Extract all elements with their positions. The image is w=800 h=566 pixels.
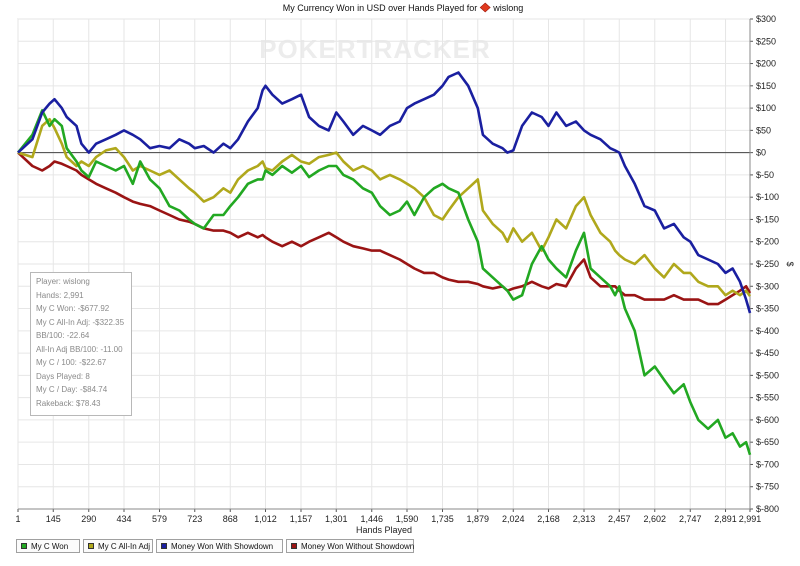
legend-item[interactable]: Money Won Without Showdown [286,539,414,553]
x-tick-label: 1 [15,514,20,524]
watermark: POKERTRACKER [259,34,491,64]
y-tick-label: $-500 [756,370,779,380]
y-tick-label: $-550 [756,393,779,403]
x-tick-label: 1,012 [254,514,277,524]
y-tick-label: $-800 [756,504,779,514]
y-tick-label: $-450 [756,348,779,358]
stat-line: All-In Adj BB/100: -11.00 [36,344,123,354]
y-tick-label: $100 [756,103,776,113]
y-tick-label: $0 [756,148,766,158]
y-tick-label: $250 [756,36,776,46]
legend-swatch [291,543,297,549]
y-tick-label: $-700 [756,459,779,469]
y-tick-label: $-100 [756,192,779,202]
x-tick-label: 434 [116,514,131,524]
x-tick-label: 2,313 [573,514,596,524]
y-tick-label: $-150 [756,214,779,224]
y-tick-label: $-400 [756,326,779,336]
x-tick-label: 145 [46,514,61,524]
y-tick-label: $-600 [756,415,779,425]
x-tick-label: 1,735 [431,514,454,524]
legend-swatch [21,543,27,549]
x-tick-label: 2,747 [679,514,702,524]
y-tick-label: $-250 [756,259,779,269]
legend-swatch [88,543,94,549]
x-tick-label: 290 [81,514,96,524]
legend-item[interactable]: Money Won With Showdown [156,539,283,553]
x-tick-label: 2,602 [644,514,667,524]
y-axis-label: $ [785,261,795,266]
series-line-my-c-won [16,109,752,456]
x-tick-label: 2,891 [714,514,737,524]
stat-line: Days Played: 8 [36,371,90,381]
x-tick-label: 1,301 [325,514,348,524]
stat-line: My C Won: -$677.92 [36,304,110,313]
stat-line: My C / Day: -$84.74 [36,385,108,394]
x-tick-label: 1,446 [360,514,383,524]
stat-line: My C / 100: -$22.67 [36,358,107,367]
x-tick-label: 2,168 [537,514,560,524]
chart-title: My Currency Won in USD over Hands Played… [283,3,477,13]
x-tick-label: 579 [152,514,167,524]
y-tick-label: $50 [756,125,771,135]
legend-item[interactable]: My C Won [16,539,80,553]
y-tick-label: $-350 [756,304,779,314]
x-tick-label: 1,157 [290,514,313,524]
x-tick-label: 2,457 [608,514,631,524]
legend-item[interactable]: My C All-In Adj [83,539,153,553]
series-line-money-won-without-showdown [17,151,752,306]
x-axis-label: Hands Played [356,525,412,535]
stat-line: My C All-In Adj: -$322.35 [36,317,125,327]
legend-label: My C All-In Adj [98,542,151,551]
stat-line: BB/100: -22.64 [36,331,90,340]
stat-line: Player: wislong [36,277,90,286]
x-tick-label: 723 [187,514,202,524]
x-tick-label: 2,024 [502,514,525,524]
y-tick-label: $-650 [756,437,779,447]
legend-label: Money Won With Showdown [171,542,274,551]
stat-line: Hands: 2,991 [36,290,84,300]
legend-swatch [161,543,167,549]
diamond-icon [479,2,491,13]
legend-label: My C Won [31,542,69,551]
stats-box: Player: wislong Hands: 2,991 My C Won: -$6… [30,272,132,416]
x-tick-label: 2,991 [739,514,762,524]
y-tick-label: $-200 [756,237,779,247]
series-line-money-won-with-showdown [17,71,752,314]
x-tick-label: 1,590 [396,514,419,524]
y-tick-label: $-750 [756,482,779,492]
y-tick-label: $200 [756,59,776,69]
y-tick-label: $-300 [756,281,779,291]
legend-label: Money Won Without Showdown [301,542,415,551]
y-tick-label: $150 [756,81,776,91]
x-tick-label: 868 [223,514,238,524]
x-tick-label: 1,879 [466,514,489,524]
y-tick-label: $300 [756,14,776,24]
player-name: wislong [492,3,523,13]
y-tick-label: $-50 [756,170,774,180]
stat-line: Rakeback: $78.43 [36,398,101,408]
